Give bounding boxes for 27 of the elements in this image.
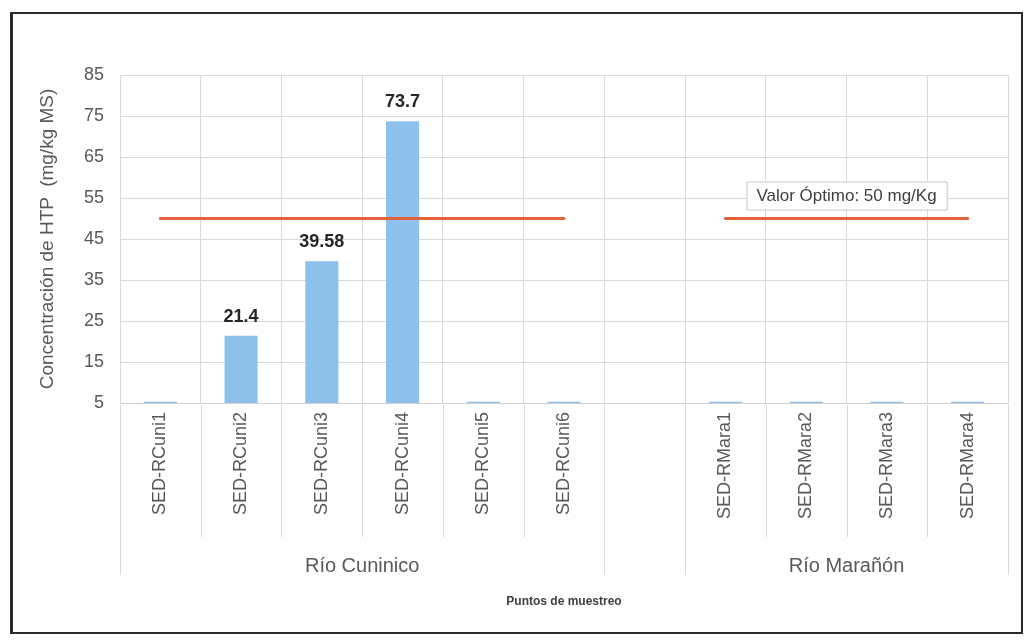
x-tick-label: SED-RCuni6 xyxy=(552,412,573,516)
y-tick-label: 25 xyxy=(83,309,104,330)
x-tick-label: SED-RMara4 xyxy=(956,412,977,520)
x-tick-label: SED-RMara2 xyxy=(795,412,816,520)
y-tick-label: 15 xyxy=(83,350,104,371)
x-tick-label: SED-RCuni2 xyxy=(230,412,251,516)
data-label: 21.4 xyxy=(223,305,259,326)
x-tick-label: SED-RMara1 xyxy=(714,412,735,520)
y-axis-title: Concentración de HTP (mg/kg MS) xyxy=(35,88,57,390)
y-tick-label: 35 xyxy=(83,268,104,289)
y-tick-label: 65 xyxy=(83,145,104,166)
x-tick-label: SED-RMara3 xyxy=(875,412,896,520)
text: Puntos de muestreo xyxy=(506,594,622,609)
x-tick-label: SED-RCuni1 xyxy=(149,412,170,516)
y-tick-label: 85 xyxy=(83,63,104,84)
x-tick-label: SED-RCuni4 xyxy=(391,412,412,516)
y-tick-label: 45 xyxy=(83,227,104,248)
x-tick-label: SED-RCuni5 xyxy=(472,412,493,516)
y-tick-label: 75 xyxy=(83,104,104,125)
series-label: Valor Óptimo: 50 mg/Kg xyxy=(756,186,937,206)
data-label: 39.58 xyxy=(299,231,345,252)
data-label: 73.7 xyxy=(385,91,421,112)
text: Río Marañón xyxy=(788,553,905,576)
text: Río Cuninico xyxy=(304,553,420,576)
y-tick-label: 55 xyxy=(83,186,104,207)
y-tick-label: 5 xyxy=(93,391,104,412)
x-tick-label: SED-RCuni3 xyxy=(310,412,331,516)
